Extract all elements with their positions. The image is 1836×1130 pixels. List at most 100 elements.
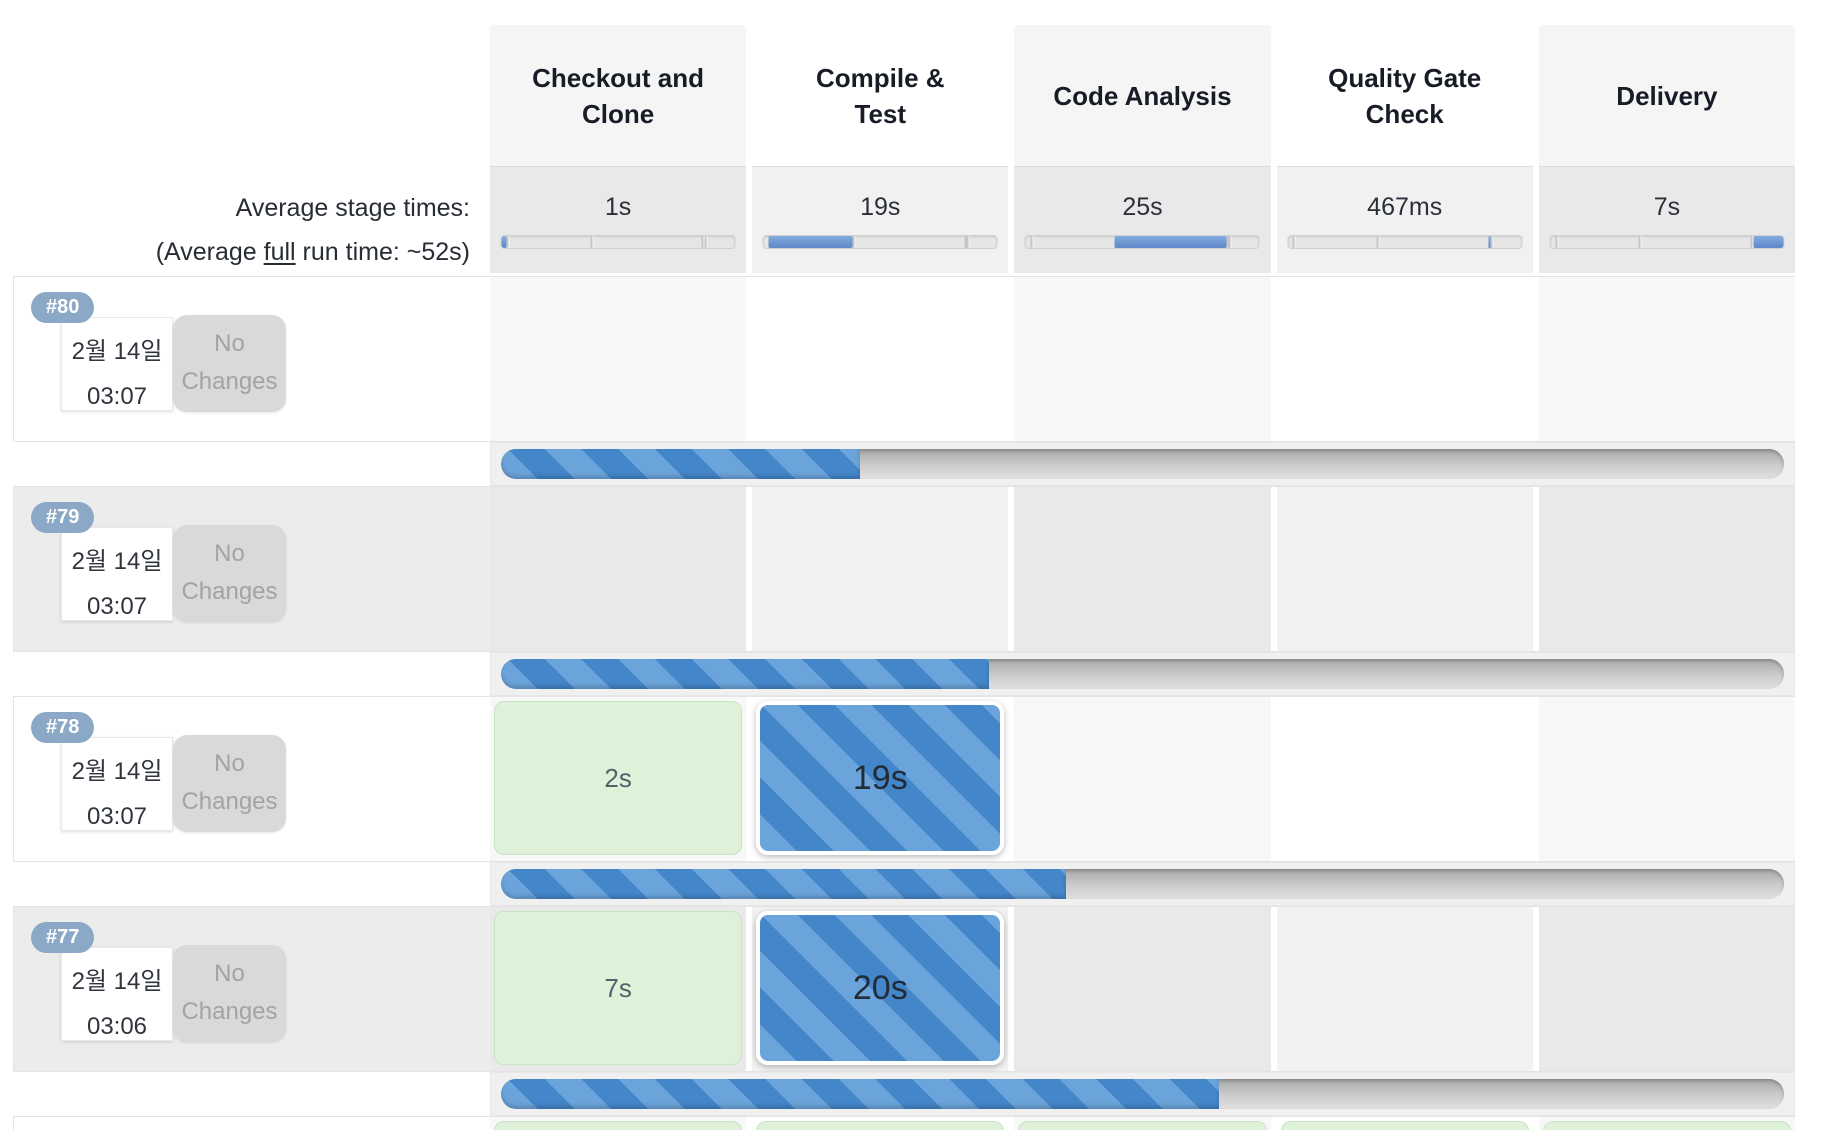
build-number-badge[interactable]: #78 [31, 712, 95, 743]
stage-slot [1276, 487, 1533, 651]
stage-slot [1276, 697, 1533, 861]
build-row-77: #77 2월 14일 03:06 No Changes 7s 20s [13, 906, 1795, 1072]
average-times-label-line2: (Average full run time: ~52s) [155, 238, 470, 266]
mini-bar-divider [1555, 236, 1558, 248]
no-changes-badge: No Changes [173, 315, 286, 412]
run-progress-fill [501, 659, 989, 689]
run-progress-strip [490, 442, 1795, 486]
run-progress-track [501, 869, 1784, 899]
build-row-79: #79 2월 14일 03:07 No Changes [13, 486, 1795, 652]
build-date: 2월 14일 [71, 548, 163, 575]
average-cell-checkout: 1s [490, 166, 747, 273]
average-cell-compile: 19s [752, 166, 1009, 273]
mini-bar-divider [1226, 236, 1229, 248]
build-time: 03:07 [86, 803, 148, 830]
build-row-partial [13, 1116, 1795, 1130]
build-number-badge[interactable]: #80 [31, 292, 95, 323]
stage-slot [1276, 1117, 1533, 1130]
stage-cell-running[interactable]: 20s [756, 911, 1005, 1065]
stage-slot [1014, 487, 1271, 651]
stage-cell-success[interactable] [494, 1121, 743, 1130]
average-times-label: Average stage times: (Average full run t… [0, 186, 470, 274]
mini-bar-highlight [768, 236, 853, 248]
stage-slot [1014, 1117, 1271, 1130]
run-progress-fill [501, 869, 1066, 899]
stage-slot [1538, 907, 1795, 1071]
build-time: 03:07 [86, 383, 148, 410]
stage-slot [752, 277, 1009, 441]
stage-slot [1538, 487, 1795, 651]
stage-cell-success[interactable]: 2s [494, 701, 743, 855]
stage-cell-success[interactable] [1280, 1121, 1529, 1130]
stage-header-delivery: Delivery [1538, 25, 1795, 166]
stage-header-compile-and-test: Compile & Test [752, 25, 1009, 166]
stage-slot: 20s [752, 907, 1009, 1071]
average-cell-delivery: 7s [1538, 166, 1795, 273]
stage-cell-success[interactable]: 7s [494, 911, 743, 1065]
run-progress-track [501, 449, 1784, 479]
build-label-area: #78 2월 14일 03:07 No Changes [13, 697, 490, 861]
run-progress-strip [490, 1072, 1795, 1116]
average-cell-code-analysis: 25s [1014, 166, 1271, 273]
build-date-card[interactable]: 2월 14일 03:07 [61, 527, 173, 621]
stage-cell-success[interactable] [756, 1121, 1005, 1130]
stage-header-row: Checkout and Clone Compile & Test Code A… [490, 25, 1795, 166]
average-times-label-line1: Average stage times: [235, 194, 470, 222]
run-progress-fill [501, 449, 861, 479]
stage-slot [1538, 1117, 1795, 1130]
stage-position-mini-bar [1024, 235, 1260, 249]
run-progress-track [501, 659, 1784, 689]
build-row-78: #78 2월 14일 03:07 No Changes 2s 19s [13, 696, 1795, 862]
average-stage-time: 7s [1653, 193, 1681, 221]
stage-header-code-analysis: Code Analysis [1014, 25, 1271, 166]
run-progress-strip [490, 862, 1795, 906]
full-run-time-link[interactable]: full [263, 238, 296, 266]
stage-header-checkout-and-clone: Checkout and Clone [490, 25, 747, 166]
stage-position-mini-bar [762, 235, 998, 249]
stage-slot [490, 277, 747, 441]
mini-bar-divider [1638, 236, 1641, 248]
stage-cells [490, 1117, 1795, 1130]
build-time: 03:07 [86, 593, 148, 620]
mini-bar-highlight [1114, 236, 1227, 248]
build-date-card[interactable]: 2월 14일 03:07 [61, 317, 173, 411]
build-date-card[interactable]: 2월 14일 03:06 [61, 947, 173, 1041]
stage-cells [490, 487, 1795, 651]
stage-slot: 19s [752, 697, 1009, 861]
stage-cell-running[interactable]: 19s [756, 701, 1005, 855]
stage-slot [1014, 697, 1271, 861]
mini-bar-divider [966, 236, 969, 248]
mini-bar-highlight [1488, 236, 1491, 248]
mini-bar-highlight [501, 236, 507, 248]
average-stage-time: 25s [1122, 193, 1163, 221]
mini-bar-divider [964, 236, 967, 248]
build-label-area [13, 1117, 490, 1130]
stage-slot [752, 1117, 1009, 1130]
mini-bar-divider [701, 236, 704, 248]
run-progress-track [501, 1079, 1784, 1109]
run-progress-fill [501, 1079, 1220, 1109]
stage-slot [1538, 697, 1795, 861]
stage-slot: 2s [490, 697, 747, 861]
stage-position-mini-bar [500, 235, 736, 249]
stage-slot [1276, 907, 1533, 1071]
build-date-card[interactable]: 2월 14일 03:07 [61, 737, 173, 831]
build-number-badge[interactable]: #79 [31, 502, 95, 533]
mini-bar-divider [704, 236, 707, 248]
build-date: 2월 14일 [71, 968, 163, 995]
stage-slot [1014, 277, 1271, 441]
average-stage-times-row: 1s 19s 25s 467ms 7s [490, 166, 1795, 273]
build-label-area: #79 2월 14일 03:07 No Changes [13, 487, 490, 651]
mini-bar-divider [590, 236, 593, 248]
stage-cell-success[interactable] [1018, 1121, 1267, 1130]
average-stage-time: 1s [604, 193, 632, 221]
stage-slot: 7s [490, 907, 747, 1071]
stage-cells: 7s 20s [490, 907, 1795, 1071]
stage-cell-success[interactable] [1542, 1121, 1791, 1130]
build-label-area: #77 2월 14일 03:06 No Changes [13, 907, 490, 1071]
stage-slot [1014, 907, 1271, 1071]
mini-bar-divider [1030, 236, 1033, 248]
build-row-80: #80 2월 14일 03:07 No Changes [13, 276, 1795, 442]
build-number-badge[interactable]: #77 [31, 922, 95, 953]
